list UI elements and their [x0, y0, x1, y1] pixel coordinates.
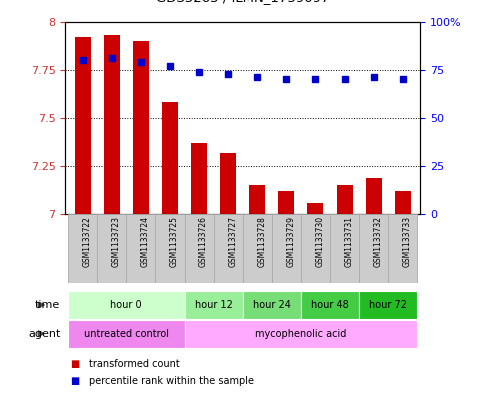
- Text: GSM1133726: GSM1133726: [199, 216, 208, 267]
- Text: untreated control: untreated control: [84, 329, 169, 339]
- Text: transformed count: transformed count: [89, 358, 180, 369]
- Bar: [330, 214, 359, 283]
- Bar: [191, 143, 207, 214]
- Text: GSM1133724: GSM1133724: [141, 216, 150, 267]
- Bar: [308, 203, 324, 214]
- Bar: [68, 320, 185, 348]
- Bar: [249, 185, 265, 214]
- Text: GSM1133722: GSM1133722: [83, 216, 92, 267]
- Bar: [97, 214, 127, 283]
- Text: time: time: [35, 300, 60, 310]
- Text: hour 48: hour 48: [311, 300, 349, 310]
- Text: ■: ■: [70, 358, 79, 369]
- Text: hour 72: hour 72: [369, 300, 407, 310]
- Text: GSM1133730: GSM1133730: [315, 216, 325, 267]
- Bar: [359, 214, 388, 283]
- Text: GSM1133729: GSM1133729: [286, 216, 296, 267]
- Bar: [243, 291, 301, 319]
- Bar: [395, 191, 411, 214]
- Text: GSM1133732: GSM1133732: [374, 216, 383, 267]
- Bar: [243, 214, 272, 283]
- Bar: [127, 214, 156, 283]
- Text: GSM1133725: GSM1133725: [170, 216, 179, 267]
- Text: GSM1133728: GSM1133728: [257, 216, 266, 267]
- Bar: [185, 291, 243, 319]
- Bar: [156, 214, 185, 283]
- Bar: [162, 103, 178, 214]
- Text: ■: ■: [70, 376, 79, 386]
- Bar: [359, 291, 417, 319]
- Text: hour 12: hour 12: [195, 300, 232, 310]
- Bar: [388, 214, 417, 283]
- Bar: [68, 214, 97, 283]
- Bar: [220, 152, 236, 214]
- Bar: [278, 191, 294, 214]
- Text: GSM1133723: GSM1133723: [112, 216, 121, 267]
- Bar: [185, 214, 213, 283]
- Bar: [185, 320, 417, 348]
- Text: GSM1133731: GSM1133731: [344, 216, 354, 267]
- Bar: [301, 214, 330, 283]
- Text: mycophenolic acid: mycophenolic acid: [255, 329, 347, 339]
- Bar: [75, 37, 91, 214]
- Text: GSM1133733: GSM1133733: [403, 216, 412, 267]
- Bar: [213, 214, 243, 283]
- Bar: [272, 214, 301, 283]
- Bar: [301, 291, 359, 319]
- Bar: [104, 35, 120, 214]
- Text: hour 0: hour 0: [111, 300, 142, 310]
- Bar: [68, 291, 185, 319]
- Text: agent: agent: [28, 329, 60, 339]
- Bar: [133, 41, 149, 214]
- Text: GSM1133727: GSM1133727: [228, 216, 237, 267]
- Bar: [366, 178, 382, 214]
- Text: GDS5265 / ILMN_1759097: GDS5265 / ILMN_1759097: [156, 0, 329, 4]
- Text: percentile rank within the sample: percentile rank within the sample: [89, 376, 255, 386]
- Text: hour 24: hour 24: [253, 300, 291, 310]
- Bar: [337, 185, 353, 214]
